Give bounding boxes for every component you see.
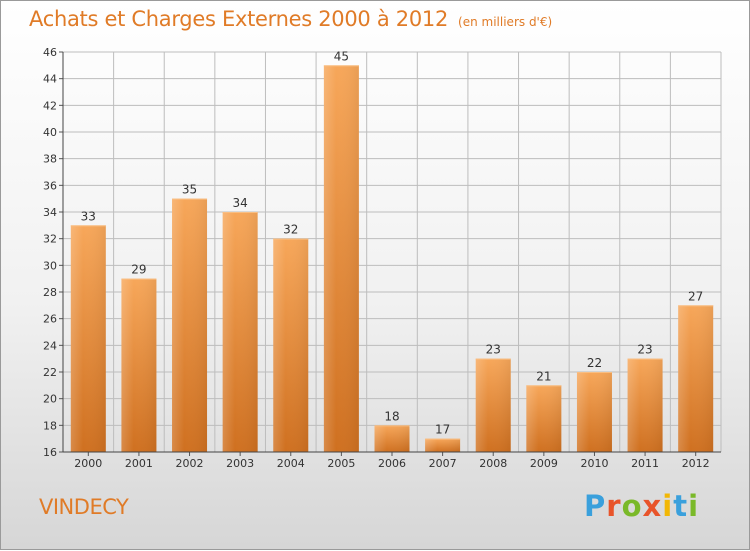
value-label: 27	[688, 289, 703, 303]
x-tick-label: 2011	[631, 457, 659, 470]
bar-shine	[627, 358, 663, 452]
bar-shine	[273, 238, 309, 452]
brand-letter: o	[621, 489, 643, 523]
bar-shine	[121, 278, 157, 452]
y-tick-label: 46	[43, 46, 57, 59]
brand-letter: P	[584, 489, 607, 523]
y-tick-label: 38	[43, 153, 57, 166]
y-tick-label: 40	[43, 126, 57, 139]
value-label: 22	[587, 356, 602, 370]
x-tick-label: 2003	[226, 457, 254, 470]
brand-letter: r	[606, 489, 622, 523]
y-tick-label: 44	[43, 73, 57, 86]
y-tick-label: 36	[43, 179, 57, 192]
y-tick-label: 16	[43, 446, 57, 459]
y-tick-label: 34	[43, 206, 57, 219]
bar-shine	[475, 358, 511, 452]
labels: 16 18 20 22 24 26 28 30 32 34 36 38 40 42 44 46 33 2000 29…	[43, 46, 710, 470]
value-label: 17	[435, 423, 450, 437]
x-tick-label: 2002	[176, 457, 204, 470]
value-label: 29	[131, 263, 146, 277]
bar-shine	[172, 198, 208, 452]
x-tick-label: 2004	[277, 457, 305, 470]
x-tick-label: 2009	[530, 457, 558, 470]
y-tick-label: 22	[43, 366, 57, 379]
bar-shine	[323, 65, 359, 452]
value-label: 35	[182, 183, 197, 197]
bars	[70, 65, 714, 452]
y-tick-label: 42	[43, 99, 57, 112]
value-label: 45	[334, 49, 349, 63]
brand-letter: t	[673, 489, 689, 523]
bar-shine	[374, 425, 410, 452]
commune-name: VINDECY	[39, 495, 129, 519]
value-label: 33	[81, 209, 96, 223]
x-tick-label: 2006	[378, 457, 406, 470]
x-tick-label: 2012	[682, 457, 710, 470]
value-label: 23	[637, 343, 652, 357]
y-tick-label: 18	[43, 419, 57, 432]
bar-shine	[70, 225, 106, 452]
x-tick-label: 2000	[74, 457, 102, 470]
y-tick-label: 32	[43, 233, 57, 246]
y-tick-label: 28	[43, 286, 57, 299]
value-label: 23	[486, 343, 501, 357]
bar-shine	[425, 438, 461, 452]
y-tick-label: 30	[43, 259, 57, 272]
x-tick-label: 2010	[580, 457, 608, 470]
brand-letter: i	[688, 489, 700, 523]
bar-shine	[576, 372, 612, 452]
title-unit: (en milliers d'€)	[458, 15, 553, 29]
x-tick-label: 2007	[429, 457, 457, 470]
bar-shine	[222, 212, 258, 452]
bar-shine	[526, 385, 562, 452]
gridlines	[62, 51, 722, 453]
x-tick-label: 2008	[479, 457, 507, 470]
bar-shine	[678, 305, 714, 452]
y-tick-label: 20	[43, 393, 57, 406]
value-label: 34	[233, 196, 248, 210]
brand-letter: x	[642, 489, 663, 523]
value-label: 32	[283, 223, 298, 237]
brand-letter: i	[662, 489, 674, 523]
title-text: Achats et Charges Externes 2000 à 2012	[29, 7, 449, 31]
axes	[59, 51, 721, 456]
x-tick-label: 2001	[125, 457, 153, 470]
proxiti-logo: Proxiti	[584, 489, 699, 523]
y-tick-label: 26	[43, 313, 57, 326]
chart-title: Achats et Charges Externes 2000 à 2012 (e…	[29, 7, 552, 31]
value-label: 18	[384, 409, 399, 423]
y-tick-label: 24	[43, 339, 57, 352]
value-label: 21	[536, 369, 551, 383]
x-tick-label: 2005	[327, 457, 355, 470]
